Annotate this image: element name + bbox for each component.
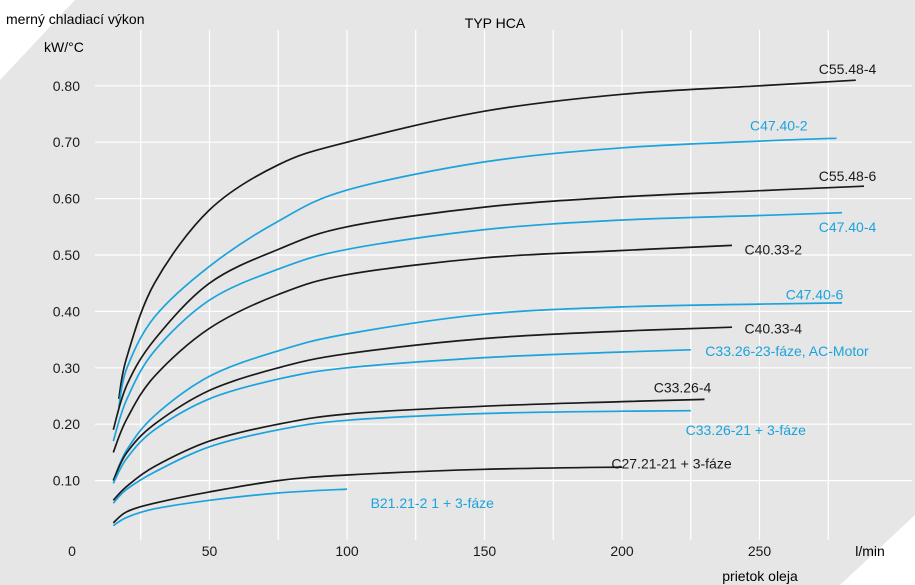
x-tick-label: 50 [202, 543, 218, 559]
y-tick-label: 0.30 [53, 360, 80, 376]
x-tick-label: 100 [335, 543, 359, 559]
series-label: C40.33-2 [744, 241, 802, 257]
series-line [112, 409, 691, 504]
series-line [112, 488, 348, 527]
series-label: C55.48-4 [819, 61, 877, 77]
series-line [112, 185, 865, 431]
series-line [117, 137, 837, 408]
series-label: C33.26-21 + 3-fáze [686, 422, 806, 438]
series-label: C47.40-2 [750, 117, 808, 133]
y-tick-label: 0.10 [53, 473, 80, 489]
y-axis-label: merný chladiací výkon [6, 11, 145, 27]
x-tick-label: 250 [748, 543, 772, 559]
series-label: B21.21-2 1 + 3-fáze [371, 495, 495, 511]
axis-ticks: 0 50 100 150 200 250 0.10 0.20 0.30 0.40 0.50 0.60 0… [53, 78, 772, 559]
series-line [112, 466, 623, 524]
series-line [112, 398, 705, 501]
series-line [112, 326, 733, 481]
y-tick-label: 0.80 [53, 78, 80, 94]
x-axis-label: prietok oleja [722, 568, 798, 584]
series-label: C40.33-4 [744, 320, 802, 336]
series-lines [112, 79, 865, 527]
chart-title: TYP HCA [465, 15, 526, 31]
series-line [117, 79, 856, 399]
series-line [112, 244, 733, 453]
x-tick-label: 150 [473, 543, 497, 559]
series-label: C47.40-6 [786, 286, 844, 302]
series-label: C27.21-21 + 3-fáze [611, 456, 731, 472]
x-tick-label: 200 [610, 543, 634, 559]
y-tick-label: 0.70 [53, 134, 80, 150]
x-tick-label: 0 [68, 543, 76, 559]
series-line [112, 348, 691, 484]
grid [95, 30, 912, 540]
series-labels: C55.48-4 C47.40-2 C55.48-6 C47.40-4 C40.33-2… [371, 61, 877, 511]
y-tick-label: 0.60 [53, 191, 80, 207]
y-tick-label: 0.50 [53, 247, 80, 263]
series-label: C33.26-4 [654, 380, 712, 396]
x-axis-unit: l/min [855, 543, 885, 559]
series-label: C47.40-4 [819, 219, 877, 235]
y-axis-unit: kW/°C [44, 39, 84, 55]
y-tick-label: 0.20 [53, 416, 80, 432]
series-label: C33.26-23-fáze, AC-Motor [705, 343, 869, 359]
y-tick-label: 0.40 [53, 303, 80, 319]
series-label: C55.48-6 [819, 168, 877, 184]
series-line [112, 211, 843, 442]
series-line [112, 302, 843, 481]
